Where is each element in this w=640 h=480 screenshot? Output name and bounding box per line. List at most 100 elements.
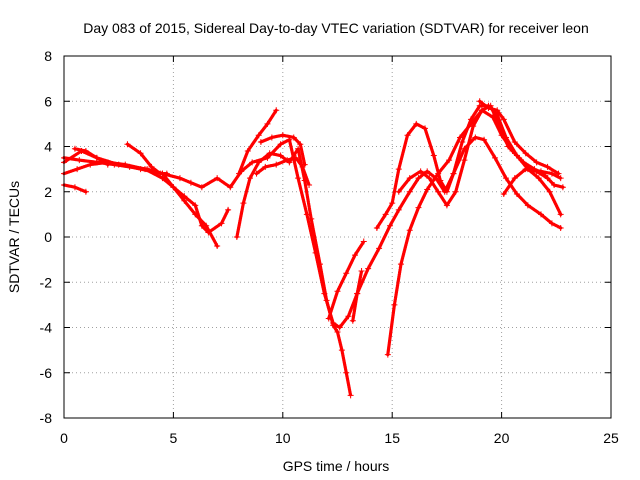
x-axis-label: GPS time / hours (283, 458, 390, 474)
series-11-point (382, 211, 389, 218)
x-tick-label: 5 (170, 430, 178, 446)
series-1-point (74, 166, 81, 173)
y-tick-label: -8 (40, 410, 53, 426)
series-10-point (415, 204, 422, 211)
series-2-point (205, 229, 212, 236)
y-tick-label: 0 (44, 229, 52, 245)
series-10-point (551, 181, 558, 188)
series-14-point (71, 184, 78, 191)
series-12-point (452, 188, 459, 195)
series-6-point (284, 157, 291, 164)
series-12-point (470, 123, 477, 130)
series-2-point (198, 222, 205, 229)
series-0-point (415, 175, 422, 182)
series-7-point (268, 134, 275, 141)
y-tick-label: 8 (44, 48, 52, 64)
series-10-point (446, 157, 453, 164)
series-3-point (148, 163, 155, 170)
series-0-point (365, 265, 372, 272)
series-3-point (157, 170, 164, 177)
series-7-point (279, 132, 286, 139)
series-6-point (253, 170, 260, 177)
x-tick-label: 25 (603, 430, 619, 446)
series-0-point (376, 245, 383, 252)
series-6-point (292, 154, 299, 161)
series-0-point (548, 220, 555, 227)
series-12-point (435, 188, 442, 195)
series-5-point (347, 392, 354, 399)
series-0-point (387, 222, 394, 229)
series-0-point (492, 154, 499, 161)
series-13-point (544, 163, 551, 170)
series-13-point (533, 159, 540, 166)
y-tick-label: 6 (44, 93, 52, 109)
tick-layer: 0 5 10 15 20 25 -8 -6 -4 -2 0 2 4 6 8 (40, 48, 619, 446)
series-0-point (395, 206, 402, 213)
series-4-point (264, 120, 271, 127)
series-8-point (334, 288, 341, 295)
series-2-point (111, 161, 118, 168)
series-0-point (336, 324, 343, 331)
series-0-point (424, 168, 431, 175)
series-0-point (472, 134, 479, 141)
series-16-point (522, 166, 529, 173)
series-0-point (345, 313, 352, 320)
x-tick-label: 15 (384, 430, 400, 446)
series-13-point (522, 150, 529, 157)
series-16-point (511, 175, 518, 182)
series-8-point (360, 238, 367, 245)
y-axis-label: SDTVAR / TECUs (6, 181, 22, 293)
series-5-point (338, 347, 345, 354)
series-12-point (505, 143, 512, 150)
series-12-point (548, 170, 555, 177)
series-2-point (144, 166, 151, 173)
series-2-point (181, 193, 188, 200)
series-9-point (358, 267, 365, 274)
y-tick-label: 4 (44, 139, 52, 155)
series-12-point (417, 168, 424, 175)
series-6-point (262, 163, 269, 170)
series-4-point (236, 170, 243, 177)
series-3-point (137, 150, 144, 157)
series-11-point (467, 116, 474, 123)
series-6-point (306, 181, 313, 188)
series-10-point (406, 227, 413, 234)
series-5-point (308, 215, 315, 222)
series-12-point (461, 157, 468, 164)
series-11-point (546, 188, 553, 195)
series-12-point (443, 202, 450, 209)
series-13-point (555, 170, 562, 177)
series-5-point (343, 369, 350, 376)
series-4-point (244, 148, 251, 155)
series-12-point (406, 175, 413, 182)
series-5-point (323, 297, 330, 304)
series-7-point (257, 138, 264, 145)
series-15-point (93, 154, 100, 161)
series-11-point (373, 224, 380, 231)
series-4-point (273, 107, 280, 114)
series-7-point (297, 141, 304, 148)
x-tick-label: 10 (275, 430, 291, 446)
series-0-point (295, 175, 302, 182)
series-8-point (343, 270, 350, 277)
series-16-point (533, 168, 540, 175)
series-5-point (330, 322, 337, 329)
series-5-point (233, 234, 240, 240)
series-9-point (349, 317, 356, 324)
series-16-point (544, 175, 551, 182)
series-0-point (537, 211, 544, 218)
grid-layer (64, 56, 611, 418)
y-tick-label: -6 (40, 365, 53, 381)
series-12-point (426, 175, 433, 182)
series-11-point (450, 170, 457, 177)
series-0-point (214, 175, 221, 182)
series-15-point (82, 148, 89, 155)
series-0-point (303, 211, 310, 218)
series-0-point (524, 202, 531, 209)
chart-title: Day 083 of 2015, Sidereal Day-to-day VTE… (83, 20, 589, 36)
series-0-point (481, 136, 488, 143)
series-13-point (476, 98, 483, 105)
series-5-track (235, 147, 353, 397)
series-11-point (459, 138, 466, 145)
